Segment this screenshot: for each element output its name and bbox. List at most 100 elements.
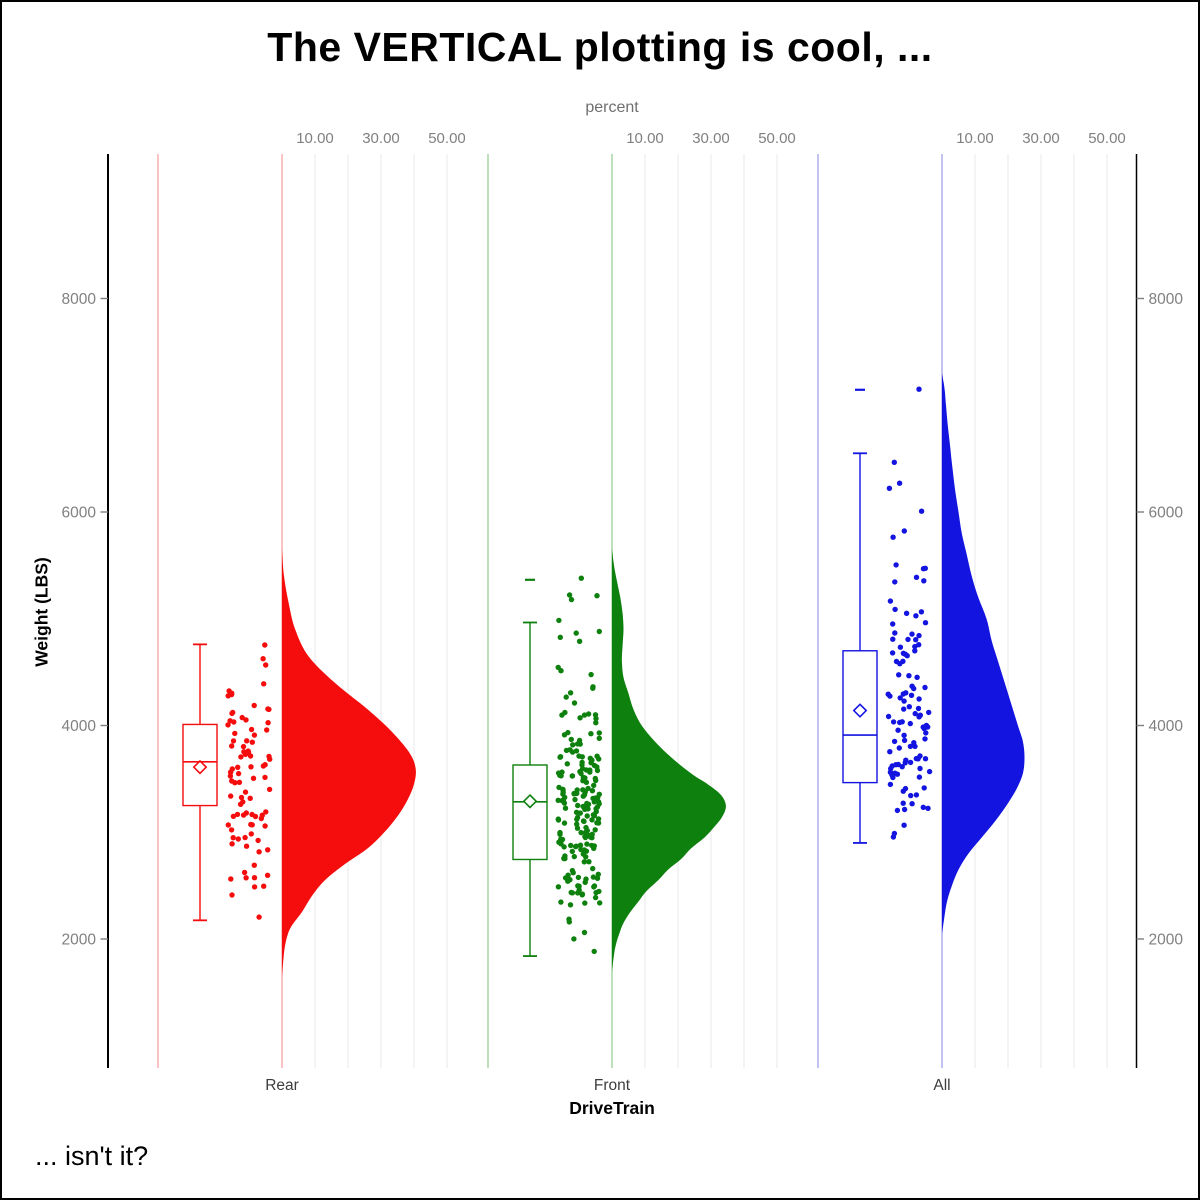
jitter-point-front (565, 729, 571, 736)
jitter-point-front (592, 827, 598, 833)
jitter-point-front (596, 730, 602, 736)
jitter-point-all (892, 630, 898, 636)
jitter-point-rear (249, 811, 255, 818)
jitter-point-rear (263, 662, 269, 668)
jitter-point-front (592, 712, 599, 718)
jitter-point-all (887, 598, 894, 604)
jitter-point-front (558, 899, 564, 905)
category-label-rear: Rear (265, 1077, 299, 1094)
jitter-point-front (565, 872, 571, 878)
jitter-point-all (912, 643, 918, 650)
jitter-point-front (588, 731, 594, 737)
jitter-point-front (563, 694, 569, 700)
jitter-point-all (890, 534, 896, 540)
jitter-point-all (908, 792, 914, 799)
jitter-point-rear (227, 769, 234, 775)
jitter-point-all (922, 565, 928, 571)
jitter-point-all (916, 632, 922, 639)
jitter-point-all (907, 759, 914, 766)
jitter-point-front (585, 711, 592, 717)
jitter-point-rear (258, 815, 264, 822)
jitter-point-all (915, 756, 921, 762)
jitter-point-all (897, 644, 904, 650)
jitter-point-front (594, 764, 600, 770)
jitter-point-front (576, 753, 582, 759)
jitter-point-front (571, 700, 578, 706)
jitter-point-all (914, 674, 920, 680)
violin-rear (282, 549, 416, 977)
jitter-point-all (885, 713, 892, 720)
jitter-point-front (567, 902, 574, 908)
jitter-point-rear (241, 749, 247, 755)
jitter-point-front (582, 879, 588, 885)
jitter-point-front (562, 805, 569, 811)
jitter-point-front (592, 894, 599, 901)
jitter-point-front (570, 870, 576, 876)
jitter-point-front (584, 805, 590, 811)
jitter-point-all (896, 745, 902, 751)
jitter-point-all (925, 805, 931, 811)
jitter-point-front (562, 794, 568, 801)
percent-tick-label: 10.00 (296, 130, 334, 147)
jitter-point-front (558, 773, 564, 779)
jitter-point-all (887, 749, 893, 755)
jitter-point-front (555, 664, 561, 671)
chart-title: The VERTICAL plotting is cool, ... (267, 24, 933, 70)
percent-axis-title: percent (585, 99, 639, 116)
jitter-point-rear (230, 813, 237, 819)
jitter-point-all (890, 719, 897, 725)
jitter-point-front (578, 575, 584, 581)
jitter-point-front (581, 792, 588, 798)
left-axis-tick-label: 6000 (62, 505, 97, 522)
jitter-point-front (596, 888, 602, 895)
jitter-point-front (566, 919, 572, 925)
jitter-point-front (583, 824, 589, 831)
right-axis-tick-label: 4000 (1149, 718, 1184, 735)
box-all (842, 650, 878, 784)
jitter-point-front (573, 630, 579, 636)
jitter-point-all (893, 562, 899, 568)
jitter-point-all (912, 710, 918, 717)
jitter-point-all (895, 761, 901, 768)
jitter-point-all (922, 620, 929, 626)
jitter-point-front (580, 787, 586, 793)
jitter-point-all (908, 692, 915, 698)
jitter-point-front (590, 865, 596, 872)
jitter-point-all (894, 807, 901, 814)
jitter-point-rear (228, 793, 234, 799)
jitter-point-front (581, 929, 588, 936)
mean-diamond-all (852, 703, 868, 718)
jitter-point-rear (250, 775, 257, 781)
jitter-point-rear (228, 876, 234, 882)
jitter-point-front (572, 796, 578, 803)
jitter-point-all (900, 800, 906, 806)
jitter-point-rear (238, 754, 244, 760)
jitter-point-all (920, 804, 926, 810)
jitter-point-all (897, 695, 903, 701)
jitter-point-front (578, 829, 584, 836)
jitter-point-front (596, 735, 602, 741)
jitter-point-front (561, 820, 568, 826)
jitter-point-rear (242, 789, 249, 795)
jitter-point-rear (243, 843, 250, 849)
jitter-point-all (901, 732, 907, 738)
jitter-point-front (586, 859, 592, 865)
jitter-point-all (918, 609, 925, 615)
jitter-point-front (595, 816, 602, 822)
jitter-point-front (579, 891, 586, 897)
jitter-point-rear (264, 872, 271, 878)
jitter-point-rear (248, 821, 254, 828)
jitter-point-front (567, 877, 573, 883)
jitter-point-front (555, 816, 561, 822)
jitter-point-rear (234, 811, 241, 818)
mean-diamond-front (522, 793, 538, 809)
jitter-point-rear (249, 739, 255, 745)
percent-tick-label: 30.00 (1022, 130, 1060, 147)
jitter-point-rear (235, 764, 241, 770)
category-label-front: Front (594, 1077, 631, 1094)
jitter-point-all (901, 822, 907, 828)
jitter-point-rear (232, 730, 238, 737)
jitter-point-front (569, 773, 575, 779)
percent-tick-label: 30.00 (692, 130, 730, 147)
jitter-point-front (594, 593, 600, 599)
